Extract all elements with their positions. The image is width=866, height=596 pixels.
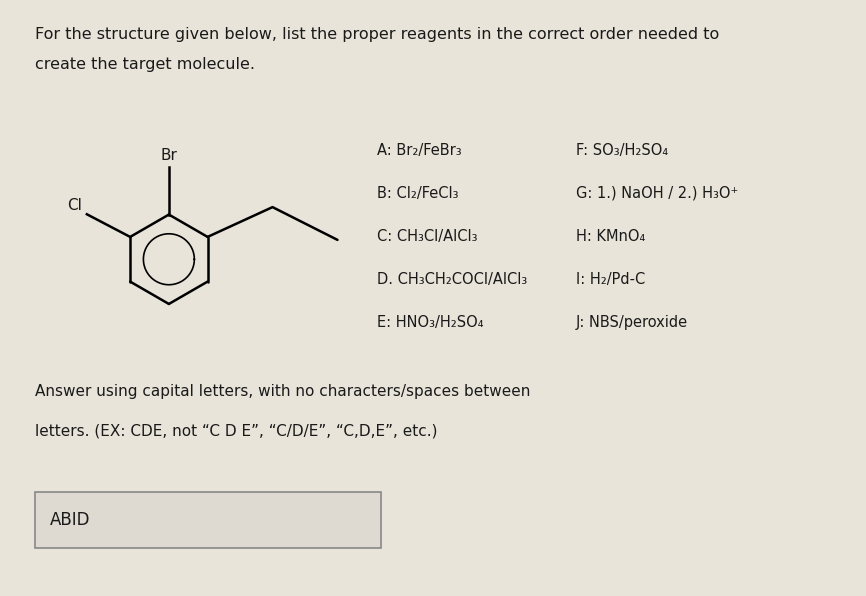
Text: I: H₂/Pd-C: I: H₂/Pd-C	[576, 272, 645, 287]
Text: letters. (EX: CDE, not “C D E”, “C/D/E”, “C,D,E”, etc.): letters. (EX: CDE, not “C D E”, “C/D/E”,…	[35, 423, 437, 438]
Text: ABID: ABID	[50, 511, 91, 529]
Text: E: HNO₃/H₂SO₄: E: HNO₃/H₂SO₄	[377, 315, 483, 330]
FancyBboxPatch shape	[35, 492, 381, 548]
Text: B: Cl₂/FeCl₃: B: Cl₂/FeCl₃	[377, 186, 458, 201]
Text: Answer using capital letters, with no characters/spaces between: Answer using capital letters, with no ch…	[35, 384, 530, 399]
Text: For the structure given below, list the proper reagents in the correct order nee: For the structure given below, list the …	[35, 27, 719, 42]
Text: D. CH₃CH₂COCl/AlCl₃: D. CH₃CH₂COCl/AlCl₃	[377, 272, 527, 287]
Text: G: 1.) NaOH / 2.) H₃O⁺: G: 1.) NaOH / 2.) H₃O⁺	[576, 186, 738, 201]
Text: H: KMnO₄: H: KMnO₄	[576, 229, 645, 244]
Text: J: NBS/peroxide: J: NBS/peroxide	[576, 315, 688, 330]
Text: F: SO₃/H₂SO₄: F: SO₃/H₂SO₄	[576, 143, 668, 158]
Text: A: Br₂/FeBr₃: A: Br₂/FeBr₃	[377, 143, 462, 158]
Text: C: CH₃Cl/AlCl₃: C: CH₃Cl/AlCl₃	[377, 229, 477, 244]
Text: Br: Br	[160, 148, 178, 163]
Text: create the target molecule.: create the target molecule.	[35, 57, 255, 72]
Text: Cl: Cl	[67, 198, 81, 213]
